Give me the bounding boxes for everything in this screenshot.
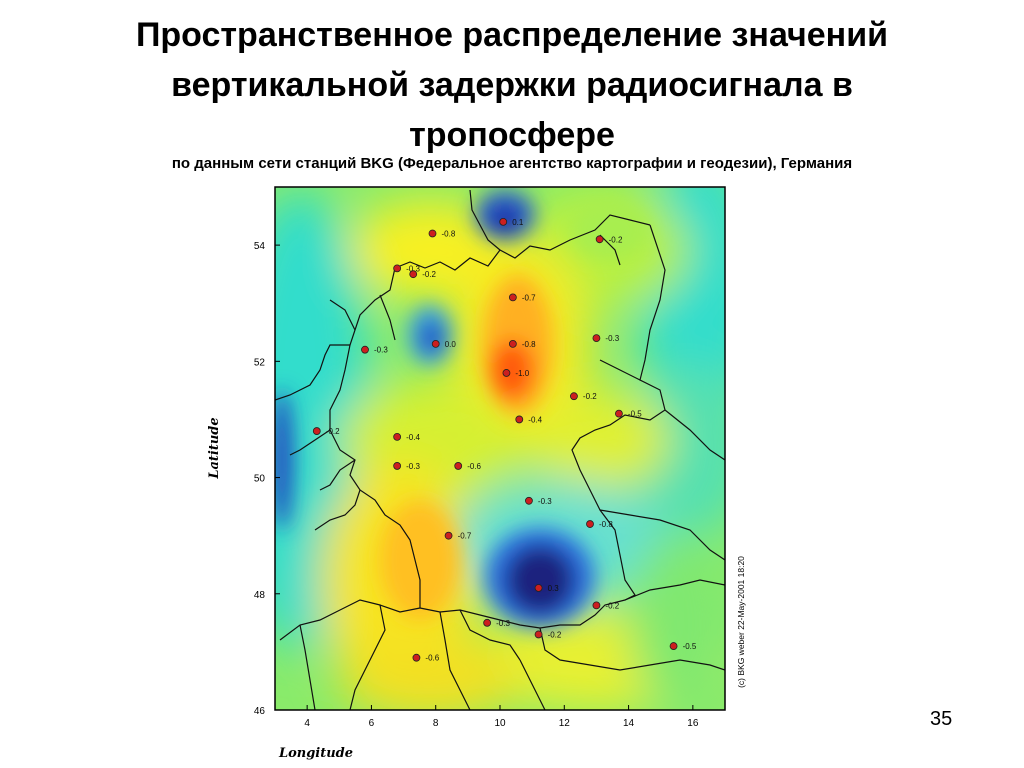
station-label: 0.0 <box>445 340 457 349</box>
station-label: -0.2 <box>605 601 619 610</box>
y-tick-label: 54 <box>254 241 266 252</box>
x-tick-label: 12 <box>559 718 571 729</box>
y-tick-label: 46 <box>254 706 266 717</box>
station-label: -0.8 <box>599 520 613 529</box>
station-label: -0.3 <box>406 264 420 273</box>
title-line-2: вертикальной задержки радиосигнала в <box>171 66 853 104</box>
station-marker <box>361 345 369 354</box>
station-label: -0.5 <box>683 642 697 651</box>
station-marker <box>592 334 601 342</box>
station-marker <box>534 584 543 592</box>
x-tick-label: 10 <box>494 718 506 729</box>
station-marker <box>669 642 678 650</box>
station-marker <box>499 217 508 226</box>
station-label: -0.2 <box>422 270 436 279</box>
title-line-3: тропосфере <box>409 116 615 154</box>
station-marker <box>412 653 421 662</box>
x-tick-label: 4 <box>304 718 310 729</box>
x-tick-label: 8 <box>433 718 439 729</box>
station-marker <box>483 618 492 627</box>
station-label: 0.1 <box>512 218 524 227</box>
station-label: -0.2 <box>609 235 623 244</box>
station-label: -0.7 <box>522 293 536 302</box>
station-label: -0.3 <box>538 497 552 506</box>
station-marker <box>428 229 437 238</box>
x-tick-label: 6 <box>369 718 375 729</box>
station-label: -0.7 <box>458 532 472 541</box>
station-marker <box>615 409 623 418</box>
station-label: -0.2 <box>583 392 597 401</box>
station-marker <box>515 415 524 424</box>
station-label: -0.4 <box>528 415 542 424</box>
station-label: 0.3 <box>548 584 560 593</box>
station-label: -0.3 <box>496 619 510 628</box>
station-label: -0.8 <box>522 340 536 349</box>
x-axis-label: Longitude <box>278 746 353 761</box>
station-label: -0.3 <box>406 462 420 471</box>
station-marker <box>409 270 418 279</box>
station-label: -0.3 <box>374 346 388 355</box>
y-tick-label: 50 <box>254 474 266 485</box>
station-marker <box>444 531 453 540</box>
y-axis-label: Latitude <box>207 417 222 479</box>
station-marker <box>393 264 402 273</box>
station-marker <box>570 392 578 401</box>
x-tick-label: 14 <box>623 718 635 729</box>
x-tick-label: 16 <box>687 718 699 729</box>
slide-subtitle: по данным сети станций BKG (Федеральное … <box>171 155 853 172</box>
credit-text: (c) BKG weber 22-May-2001 18:20 <box>736 556 746 688</box>
station-label: -0.6 <box>467 462 481 471</box>
heatmap-field <box>275 187 725 710</box>
station-label: -0.8 <box>442 229 456 238</box>
station-marker <box>431 339 440 348</box>
page-number: 35 <box>930 708 953 730</box>
station-marker <box>312 427 321 435</box>
station-marker <box>502 369 511 377</box>
station-marker <box>508 293 517 302</box>
station-label: -1.0 <box>515 369 529 378</box>
station-label: -0.2 <box>548 630 562 639</box>
y-tick-label: 52 <box>254 357 266 368</box>
station-marker <box>525 496 533 505</box>
station-marker <box>534 630 543 639</box>
station-label: -0.4 <box>406 433 420 442</box>
station-marker <box>454 462 463 470</box>
y-tick-label: 48 <box>254 590 266 601</box>
station-layer: 0.1-0.8-0.2-0.3-0.2-0.7-0.3-0.30.0 -0.8-1… <box>312 217 697 663</box>
title-line-1: Пространственное распределение значений <box>135 16 889 54</box>
station-marker <box>508 339 517 348</box>
station-label: -0.5 <box>628 410 642 419</box>
station-marker <box>393 462 402 470</box>
station-marker <box>586 520 594 528</box>
slide-title: Пространственное распределение значений … <box>0 10 1024 160</box>
country-borders <box>275 189 725 710</box>
station-marker <box>393 432 402 441</box>
station-label: -0.3 <box>605 334 619 343</box>
station-label: -0.2 <box>326 427 340 436</box>
station-label: -0.6 <box>425 654 439 663</box>
station-marker <box>592 601 601 610</box>
station-marker <box>595 235 604 244</box>
